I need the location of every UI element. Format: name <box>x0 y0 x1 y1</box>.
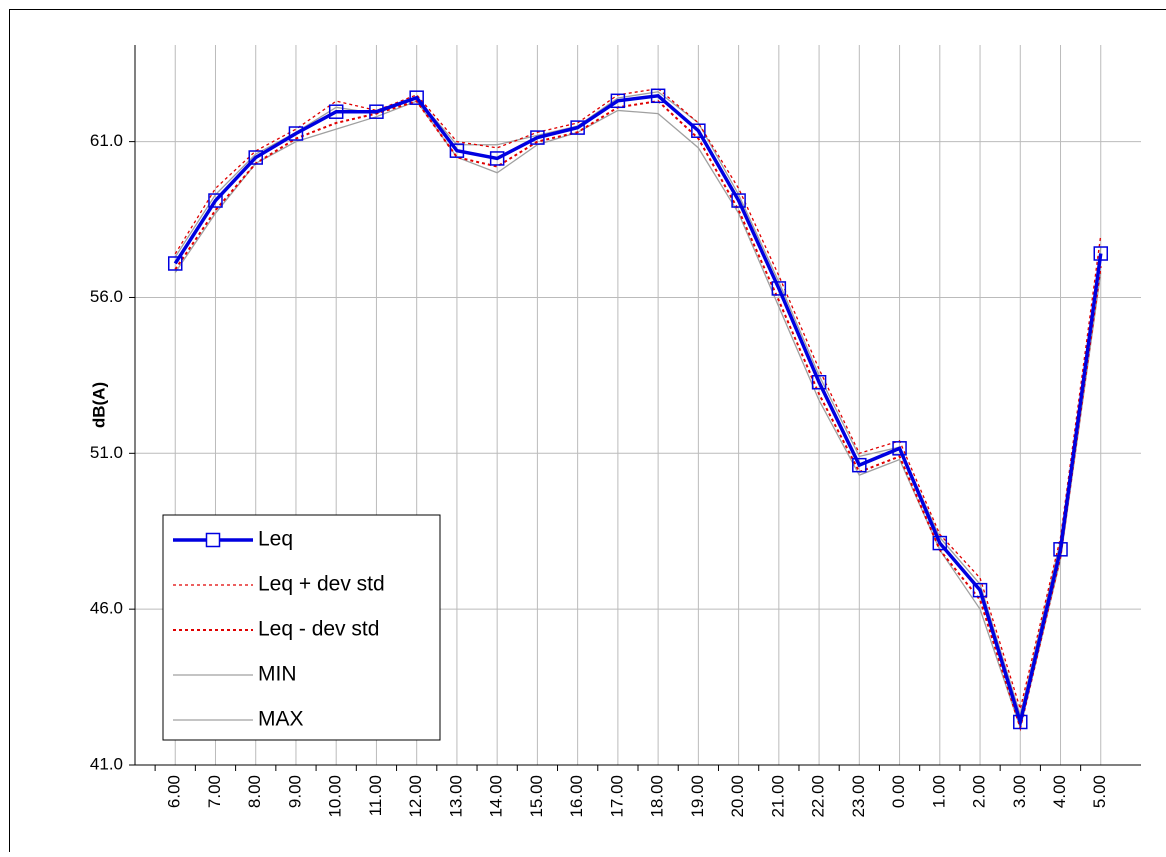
x-tick-label: 18.00 <box>648 775 667 818</box>
y-tick-label: 56.0 <box>90 287 123 306</box>
legend: Leq Leq + dev std Leq - dev std MIN MAX <box>163 515 440 740</box>
x-tick-label: 4.00 <box>1050 775 1069 808</box>
x-tick-label: 6.00 <box>165 775 184 808</box>
legend-label: Leq + dev std <box>258 573 385 596</box>
legend-label: Leq - dev std <box>258 618 379 641</box>
x-tick-label: 3.00 <box>1010 775 1029 808</box>
x-tick-label: 1.00 <box>929 775 948 808</box>
x-tick-label: 2.00 <box>970 775 989 808</box>
x-tick-label: 5.00 <box>1090 775 1109 808</box>
x-tick-label: 7.00 <box>205 775 224 808</box>
x-tick-label: 0.00 <box>889 775 908 808</box>
x-tick-label: 13.00 <box>446 775 465 818</box>
x-tick-label: 21.00 <box>768 775 787 818</box>
x-tick-label: 10.00 <box>326 775 345 818</box>
y-axis-label: dB(A) <box>89 382 108 428</box>
y-tick-label: 46.0 <box>90 599 123 618</box>
y-tick-label: 51.0 <box>90 443 123 462</box>
x-tick-label: 15.00 <box>527 775 546 818</box>
x-tick-label: 12.00 <box>406 775 425 818</box>
legend-label: MAX <box>258 708 304 731</box>
x-tick-label: 23.00 <box>849 775 868 818</box>
x-tick-label: 16.00 <box>567 775 586 818</box>
x-tick-label: 8.00 <box>245 775 264 808</box>
legend-marker <box>207 534 220 547</box>
x-tick-label: 17.00 <box>607 775 626 818</box>
x-tick-label: 9.00 <box>285 775 304 808</box>
x-tick-label: 19.00 <box>688 775 707 818</box>
x-tick-label: 14.00 <box>487 775 506 818</box>
x-tick-label: 22.00 <box>809 775 828 818</box>
y-tick-label: 41.0 <box>90 754 123 773</box>
legend-label: Leq <box>258 528 293 551</box>
legend-label: MIN <box>258 663 297 686</box>
y-tick-label: 61.0 <box>90 131 123 150</box>
x-tick-label: 11.00 <box>366 775 385 816</box>
x-tick-label: 20.00 <box>728 775 747 818</box>
